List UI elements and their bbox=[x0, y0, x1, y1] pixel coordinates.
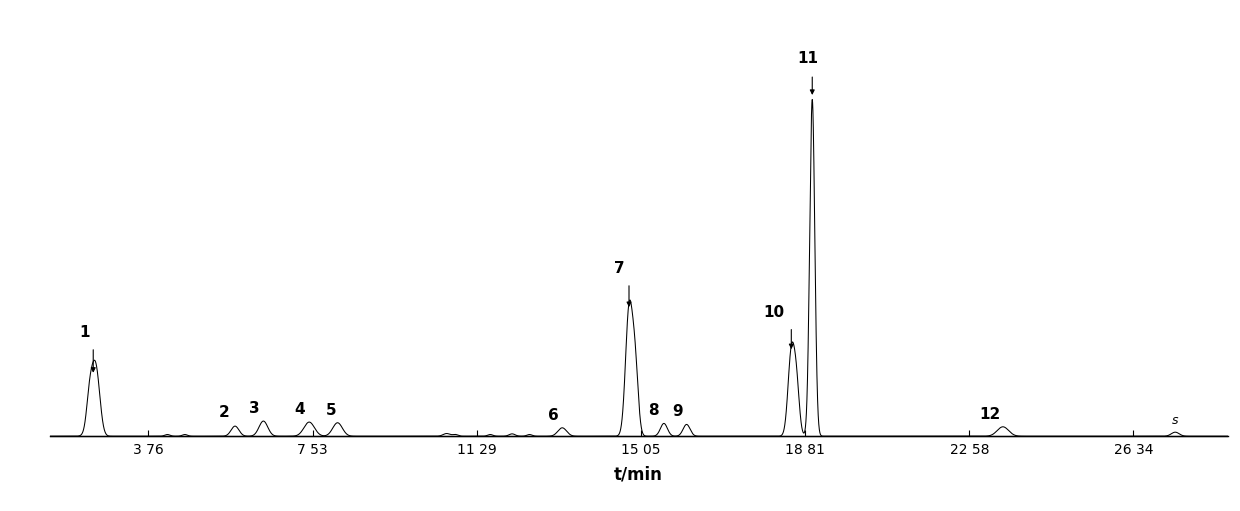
Text: 9: 9 bbox=[672, 404, 683, 420]
Text: 2: 2 bbox=[218, 405, 229, 420]
Text: 10: 10 bbox=[764, 305, 785, 320]
Text: s: s bbox=[1172, 414, 1178, 428]
X-axis label: t/min: t/min bbox=[614, 466, 663, 483]
Text: 8: 8 bbox=[649, 403, 660, 419]
Text: 3: 3 bbox=[249, 401, 260, 416]
Text: 1: 1 bbox=[79, 325, 89, 340]
Text: 11: 11 bbox=[797, 51, 818, 66]
Text: 12: 12 bbox=[980, 407, 1001, 422]
Text: 6: 6 bbox=[548, 408, 559, 423]
Text: 7: 7 bbox=[614, 261, 624, 276]
Text: 4: 4 bbox=[294, 402, 305, 417]
Text: 5: 5 bbox=[326, 403, 336, 417]
